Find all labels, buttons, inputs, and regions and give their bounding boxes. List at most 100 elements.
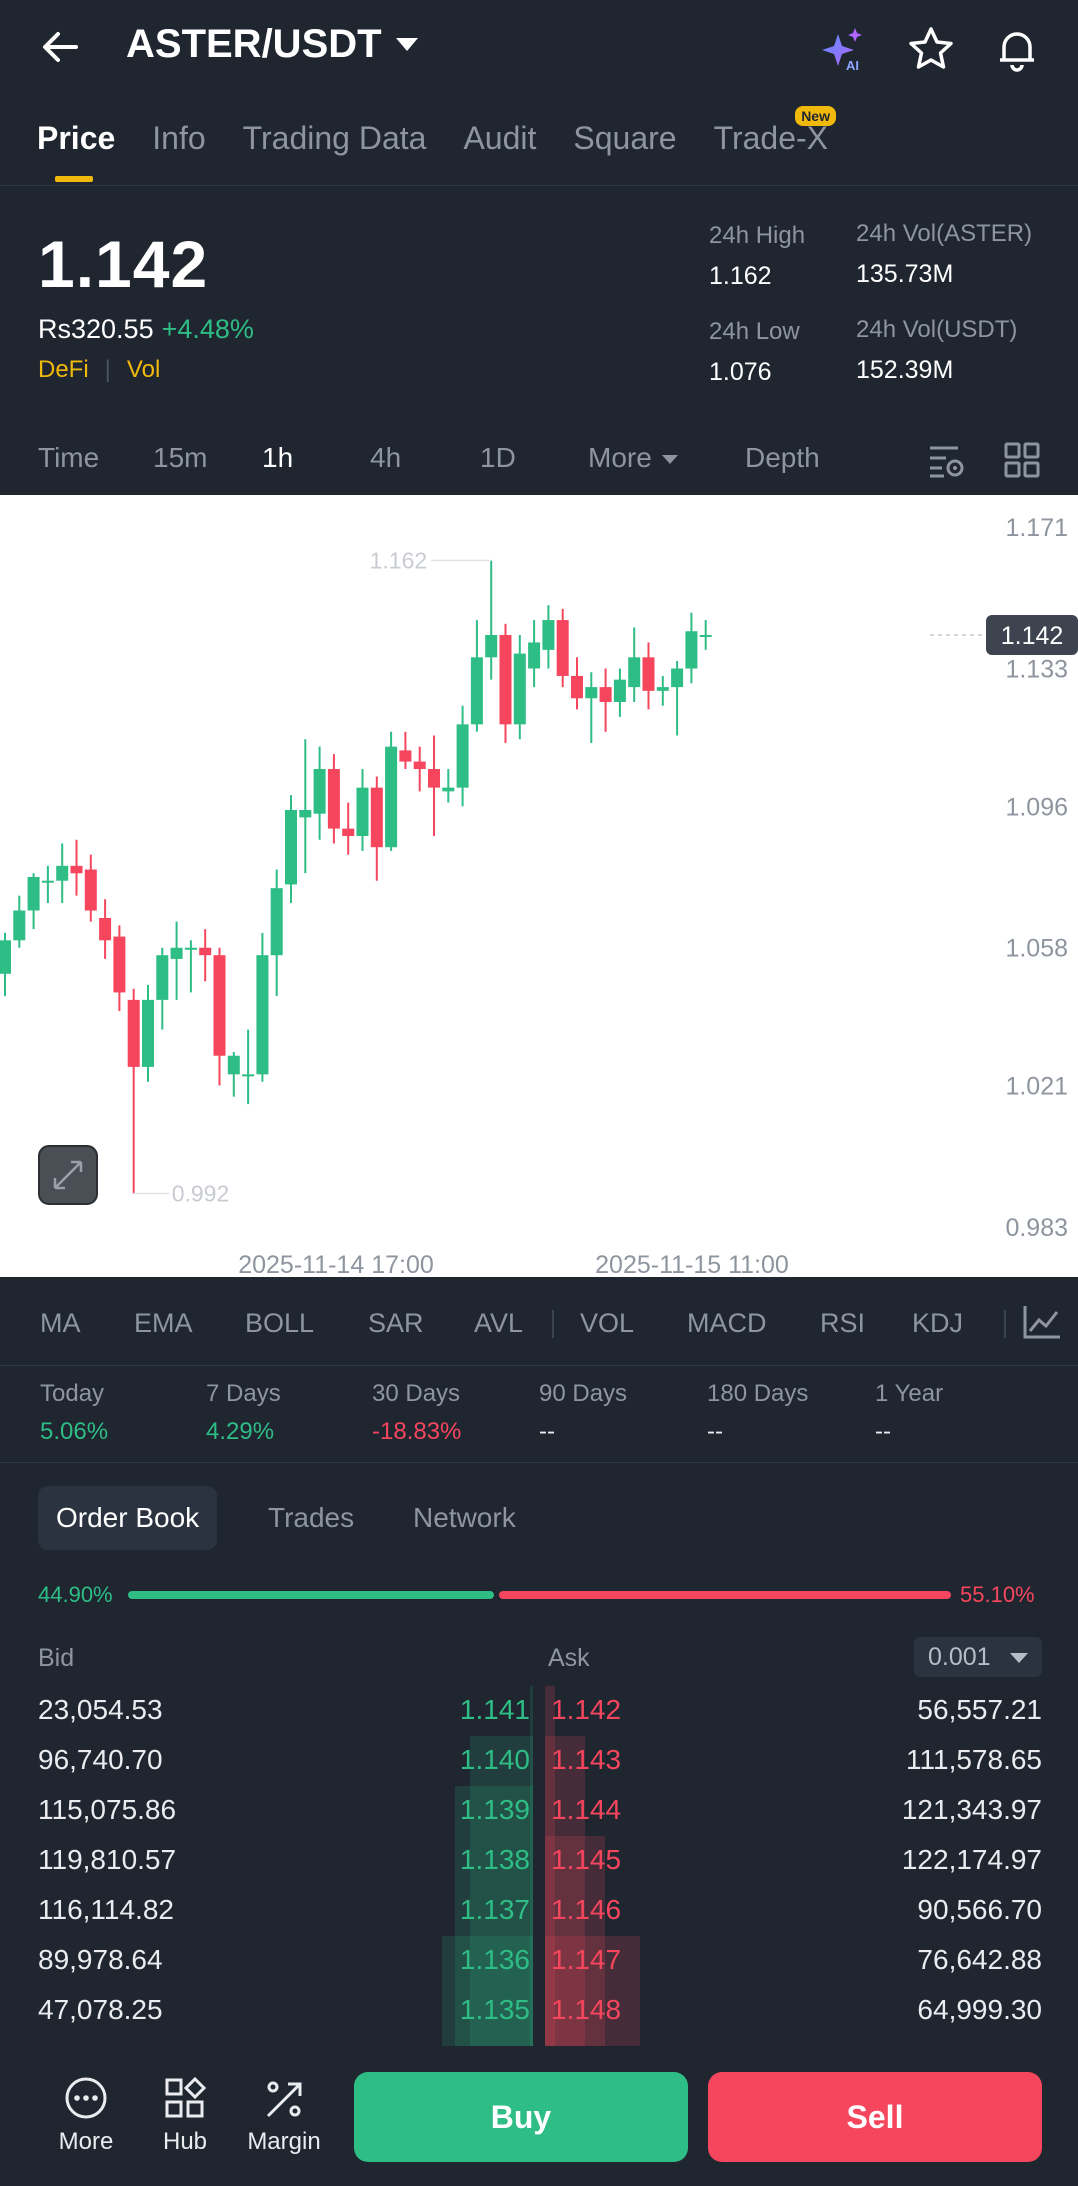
candle-body (199, 947, 212, 956)
orderbook-row[interactable]: 47,078.25 1.135 1.148 64,999.30 (0, 1986, 1078, 2036)
stat-value: 152.39M (856, 356, 954, 384)
fiat-value: Rs320.55 (38, 314, 154, 344)
back-arrow-icon[interactable] (36, 22, 86, 72)
tab-network[interactable]: Network (413, 1502, 516, 1533)
ai-sparkle-icon[interactable]: AI (818, 24, 868, 74)
tab-order-book[interactable]: Order Book (38, 1486, 218, 1550)
tab-square[interactable]: Square (573, 120, 677, 156)
hub-icon (165, 2076, 207, 2118)
indicator-kdj[interactable]: KDJ (912, 1308, 964, 1338)
tag-defi[interactable]: DeFi (38, 356, 89, 383)
hub-button[interactable]: Hub (145, 2076, 225, 2156)
perf-value: 5.06% (40, 1418, 109, 1445)
tab-audit[interactable]: Audit (463, 120, 537, 156)
candlestick-chart[interactable]: 1.171 1.133 1.096 1.058 1.021 0.983 2025-11-14… (0, 495, 1078, 1277)
perf-180-days: 180 Days -- (707, 1380, 808, 1446)
svg-text:AI: AI (846, 58, 859, 73)
orderbook-row[interactable]: 119,810.57 1.138 1.145 122,174.97 (0, 1836, 1078, 1886)
y-axis-tick: 1.171 (1005, 514, 1068, 542)
candle-body (99, 917, 112, 941)
timeframe-depth[interactable]: Depth (745, 442, 820, 473)
chart-settings-icon[interactable] (928, 442, 966, 480)
timeframe-1d[interactable]: 1D (480, 442, 516, 473)
tab-trading-data[interactable]: Trading Data (242, 120, 427, 156)
indicator-divider (1004, 1310, 1006, 1338)
ask-price: 1.147 (551, 1944, 622, 1975)
indicator-boll[interactable]: BOLL (245, 1308, 315, 1338)
indicator-chart-icon[interactable] (1022, 1304, 1062, 1340)
sell-button[interactable]: Sell (708, 2072, 1042, 2162)
perf-value: -- (539, 1418, 555, 1445)
indicator-rsi[interactable]: RSI (820, 1308, 866, 1338)
more-button[interactable]: More (46, 2076, 126, 2156)
tab-info[interactable]: Info (152, 120, 206, 156)
orderbook-divider (0, 1462, 1078, 1463)
x-axis-tick: 2025-11-14 17:00 (238, 1251, 434, 1277)
chart-svg: 1.171 1.133 1.096 1.058 1.021 0.983 2025-11-14… (0, 495, 1078, 1277)
bid-price: 1.135 (459, 1994, 530, 2025)
chevron-down-icon (395, 38, 418, 51)
timeframe-more[interactable]: More (588, 442, 678, 474)
timeframe-4h[interactable]: 4h (370, 442, 402, 473)
buy-button[interactable]: Buy (354, 2072, 688, 2162)
margin-icon (266, 2081, 302, 2118)
timeframe-15m[interactable]: 15m (153, 442, 208, 473)
bid-depth-shade (455, 1786, 533, 2046)
candle-body (170, 947, 183, 959)
ask-price: 1.143 (551, 1744, 622, 1775)
candle-body (399, 750, 412, 762)
timeframe-1h[interactable]: 1h (262, 442, 294, 473)
candle-body (113, 936, 126, 993)
precision-select[interactable]: 0.001 (914, 1637, 1042, 1677)
candle-body (56, 865, 69, 881)
orderbook-row[interactable]: 96,740.70 1.140 1.143 111,578.65 (0, 1736, 1078, 1786)
candle-body (27, 877, 40, 911)
hub-label: Hub (162, 2128, 208, 2155)
candle-body (13, 910, 26, 941)
bid-price: 1.137 (459, 1894, 530, 1925)
candle-body (285, 809, 297, 885)
timeframe-time[interactable]: Time (38, 442, 100, 473)
bid-depth-shade (530, 1686, 533, 2046)
indicator-vol[interactable]: VOL (580, 1308, 635, 1338)
star-icon[interactable] (906, 24, 956, 74)
orderbook-row[interactable]: 115,075.86 1.139 1.144 121,343.97 (0, 1786, 1078, 1836)
bid-ratio-bar (128, 1591, 494, 1599)
layout-grid-icon[interactable] (1004, 442, 1040, 478)
y-axis-tick: 0.983 (1005, 1214, 1068, 1242)
perf-label: 7 Days (206, 1380, 281, 1407)
indicator-sar[interactable]: SAR (368, 1308, 424, 1338)
indicator-ema[interactable]: EMA (134, 1308, 193, 1338)
pair-selector[interactable]: ASTER/USDT (126, 22, 418, 67)
tab-price[interactable]: Price (37, 110, 115, 185)
candle-body (142, 999, 154, 1067)
candle-body (242, 1074, 255, 1077)
candle-body (356, 787, 369, 837)
tab-trade-x[interactable]: Trade-X New (714, 106, 836, 185)
tab-trades[interactable]: Trades (268, 1502, 355, 1533)
perf-value: 4.29% (206, 1418, 275, 1445)
orderbook-row[interactable]: 89,978.64 1.136 1.147 76,642.88 (0, 1936, 1078, 1986)
ask-price: 1.145 (551, 1844, 622, 1875)
perf-label: 1 Year (875, 1380, 944, 1407)
bid-header: Bid (38, 1644, 75, 1672)
bid-price: 1.140 (459, 1744, 530, 1775)
tag-vol[interactable]: Vol (126, 356, 161, 383)
indicator-avl[interactable]: AVL (474, 1308, 524, 1338)
perf-label: Today (40, 1380, 105, 1407)
candle-body (685, 631, 698, 669)
margin-button[interactable]: Margin (244, 2076, 324, 2156)
bid-quantity: 23,054.53 (38, 1694, 163, 1725)
indicator-ma[interactable]: MA (40, 1308, 81, 1338)
candle-body (70, 865, 83, 874)
expand-icon[interactable] (38, 1145, 98, 1205)
orderbook-row[interactable]: 116,114.82 1.137 1.146 90,566.70 (0, 1886, 1078, 1936)
orderbook-row[interactable]: 23,054.53 1.141 1.142 56,557.21 (0, 1686, 1078, 1736)
ask-ratio: 55.10% (960, 1582, 1035, 1607)
perf-7-days: 7 Days 4.29% (206, 1380, 281, 1446)
indicator-macd[interactable]: MACD (687, 1308, 767, 1338)
candle-body (470, 657, 483, 725)
bell-icon[interactable] (992, 24, 1042, 74)
candle-body (671, 668, 684, 688)
candle-body (642, 657, 655, 691)
